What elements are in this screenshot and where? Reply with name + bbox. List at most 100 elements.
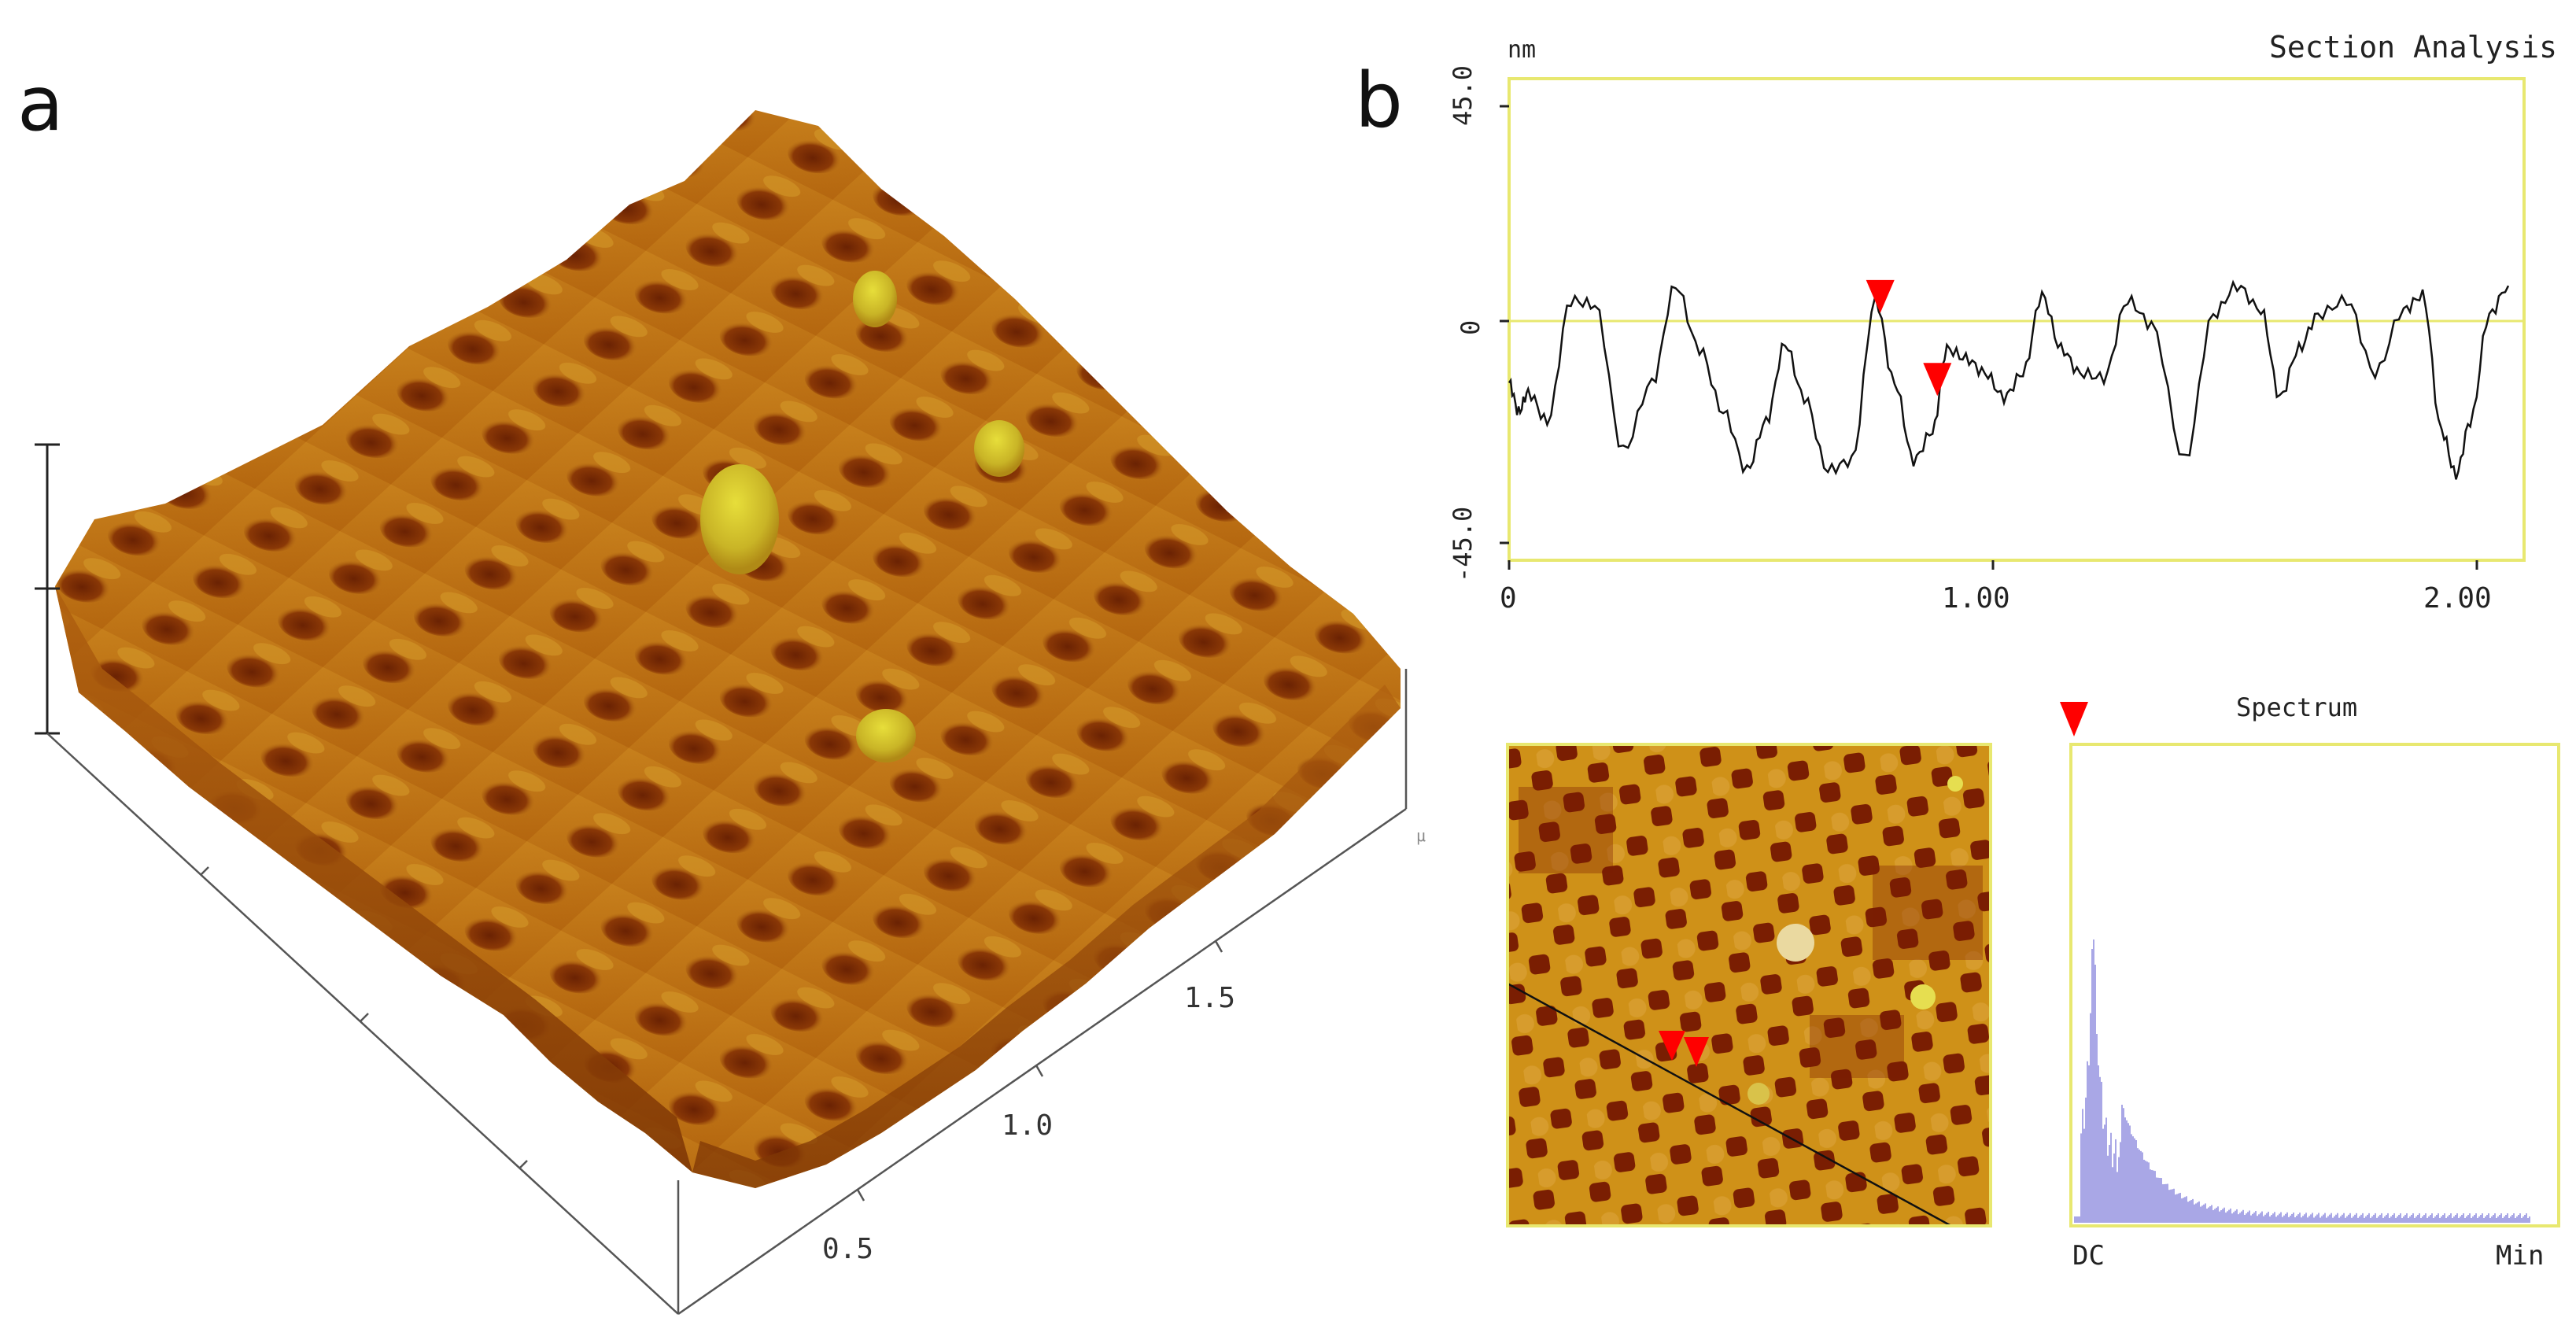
spectrum-bar	[2129, 1125, 2131, 1223]
spectrum-title: Spectrum	[2236, 692, 2358, 722]
spectrum-bar	[2493, 1214, 2494, 1223]
spectrum-bar	[2356, 1213, 2357, 1223]
spectrum-bar	[2146, 1161, 2148, 1223]
spectrum-bar	[2367, 1214, 2368, 1223]
spectrum-bar	[2107, 1155, 2109, 1223]
spectrum-bar	[2351, 1217, 2353, 1223]
spectrum-bar	[2110, 1132, 2112, 1223]
spectrum-bar	[2497, 1216, 2499, 1223]
spectrum-bar	[2301, 1217, 2302, 1223]
spectrum-bar	[2500, 1213, 2502, 1223]
panel-b-label: b	[1355, 57, 1403, 145]
spectrum-bar	[2252, 1213, 2253, 1223]
spectrum-bar	[2346, 1216, 2348, 1223]
spectrum-bar	[2291, 1213, 2293, 1223]
spectrum-bar	[2438, 1213, 2439, 1223]
spectrum-bar	[2338, 1217, 2340, 1223]
spectrum-bar	[2184, 1197, 2186, 1223]
spectrum-bar	[2104, 1124, 2105, 1223]
spectrum-bar	[2183, 1198, 2184, 1223]
spectrum-bar	[2168, 1190, 2170, 1223]
spectrum-bar	[2239, 1213, 2241, 1223]
spectrum-bar	[2320, 1217, 2321, 1223]
section-plot-frame	[1508, 77, 2526, 562]
spectrum-bar	[2449, 1214, 2450, 1223]
spectrum-bar	[2222, 1209, 2224, 1223]
spectrum-bar	[2153, 1170, 2154, 1223]
spectrum-bar	[2360, 1214, 2362, 1223]
spectrum-bar	[2444, 1213, 2445, 1223]
spectrum-bar	[2200, 1206, 2201, 1223]
spectrum-bar	[2482, 1213, 2483, 1223]
spectrum-bar	[2387, 1213, 2389, 1223]
spectrum-bar	[2258, 1214, 2260, 1223]
spectrum-bar	[2083, 1128, 2085, 1223]
spectrum-bar	[2463, 1213, 2464, 1223]
spectrum-bar	[2404, 1214, 2406, 1223]
spectrum-bar	[2511, 1214, 2513, 1223]
spectrum-bar	[2167, 1183, 2168, 1223]
spectrum-bar	[2420, 1217, 2422, 1223]
spectrum-bar	[2094, 965, 2096, 1223]
surface-peak	[700, 464, 779, 574]
spectrum-bar	[2494, 1213, 2496, 1223]
spectrum-bar	[2504, 1216, 2505, 1223]
spectrum-bar	[2214, 1209, 2216, 1223]
spectrum-bar	[2430, 1214, 2431, 1223]
spectrum-bar	[2120, 1142, 2121, 1223]
spectrum-bar	[2455, 1214, 2456, 1223]
spectrum-bar	[2189, 1201, 2190, 1223]
spectrum-bar	[2327, 1216, 2329, 1223]
spectrum-bar	[2526, 1213, 2527, 1223]
x-tick-label: 1.00	[1942, 582, 2010, 615]
spectrum-bar	[2441, 1216, 2442, 1223]
spectrum-bar	[2334, 1216, 2335, 1223]
spectrum-bar	[2486, 1214, 2488, 1223]
spectrum-bar	[2428, 1216, 2430, 1223]
spectrum-bar	[2452, 1217, 2453, 1223]
spectrum-bar	[2507, 1213, 2508, 1223]
spectrum-bar	[2203, 1204, 2205, 1223]
spectrum-bar	[2283, 1215, 2285, 1223]
axis-tick-label: 1.5	[1184, 982, 1236, 1014]
spectrum-bar	[2403, 1216, 2404, 1223]
spectrum-bar	[2419, 1213, 2420, 1223]
thumbnail-peak	[1747, 1083, 1770, 1105]
spectrum-bar	[2268, 1211, 2269, 1223]
spectrum-bar	[2337, 1213, 2338, 1223]
spectrum-bar	[2212, 1209, 2214, 1223]
spectrum-bar	[2343, 1213, 2345, 1223]
spectrum-bar	[2475, 1213, 2477, 1223]
spectrum-bar	[2131, 1134, 2132, 1223]
spectrum-bar	[2362, 1213, 2364, 1223]
spectrum-bar	[2401, 1217, 2403, 1223]
spectrum-bar	[2307, 1217, 2308, 1223]
spectrum-left-label: DC	[2072, 1240, 2105, 1272]
spectrum-bar	[2417, 1214, 2419, 1223]
spectrum-bar	[2205, 1203, 2206, 1223]
spectrum-bar	[2304, 1214, 2305, 1223]
spectrum-bar	[2161, 1178, 2162, 1223]
afm-topography-thumbnail	[1506, 743, 1992, 1227]
spectrum-bar	[2118, 1157, 2120, 1223]
spectrum-bar	[2499, 1214, 2500, 1223]
spectrum-bar	[2353, 1216, 2354, 1223]
spectrum-bar	[2364, 1217, 2365, 1223]
section-profile-line	[1508, 279, 2510, 480]
spectrum-bar	[2288, 1216, 2290, 1223]
spectrum-bar	[2170, 1189, 2172, 1223]
axis-tick-label: 0.5	[822, 1233, 874, 1265]
spectrum-bar	[2332, 1217, 2334, 1223]
spectrum-bar	[2102, 1128, 2104, 1223]
spectrum-bar	[2201, 1205, 2203, 1223]
spectrum-bar	[2260, 1213, 2261, 1223]
spectrum-bar	[2478, 1216, 2480, 1223]
spectrum-bar	[2282, 1216, 2283, 1223]
spectrum-bar	[2450, 1213, 2452, 1223]
spectrum-bar	[2397, 1216, 2398, 1223]
spectrum-bar	[2244, 1214, 2246, 1223]
spectrum-bar	[2458, 1217, 2460, 1223]
spectrum-bar	[2496, 1217, 2497, 1223]
spectrum-bar	[2275, 1216, 2277, 1223]
spectrum-bar	[2115, 1139, 2117, 1223]
